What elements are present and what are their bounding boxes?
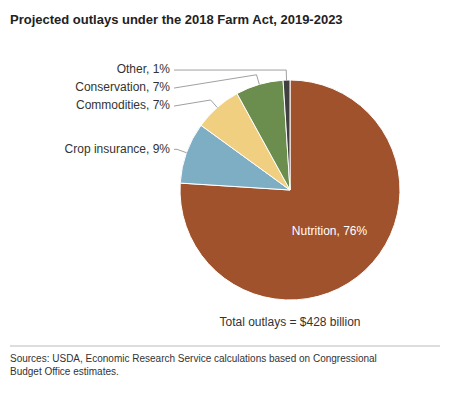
title: Projected outlays under the 2018 Farm Ac… (10, 12, 343, 27)
slice-label: Commodities, 7% (76, 98, 170, 112)
pie-slice (283, 80, 290, 190)
separator (10, 346, 440, 347)
source: Sources: USDA, Economic Research Service… (10, 353, 377, 377)
slice-label: Conservation, 7% (75, 80, 170, 94)
leader-line (174, 149, 187, 152)
annotation: Total outlays = $428 billion (219, 315, 360, 329)
slice-label: Nutrition, 76% (292, 224, 368, 238)
leader-line (174, 100, 217, 108)
leader-line (174, 75, 259, 88)
slice-label: Other, 1% (117, 62, 171, 76)
pie-slice (180, 80, 400, 300)
pie-slice (237, 80, 290, 190)
leader-line (174, 70, 287, 80)
chart: Projected outlays under the 2018 Farm Ac… (0, 0, 450, 403)
slice-label: Crop insurance, 9% (65, 142, 171, 156)
pie: Nutrition, 76% Other, 1% Conservation, 7% C… (65, 62, 400, 300)
